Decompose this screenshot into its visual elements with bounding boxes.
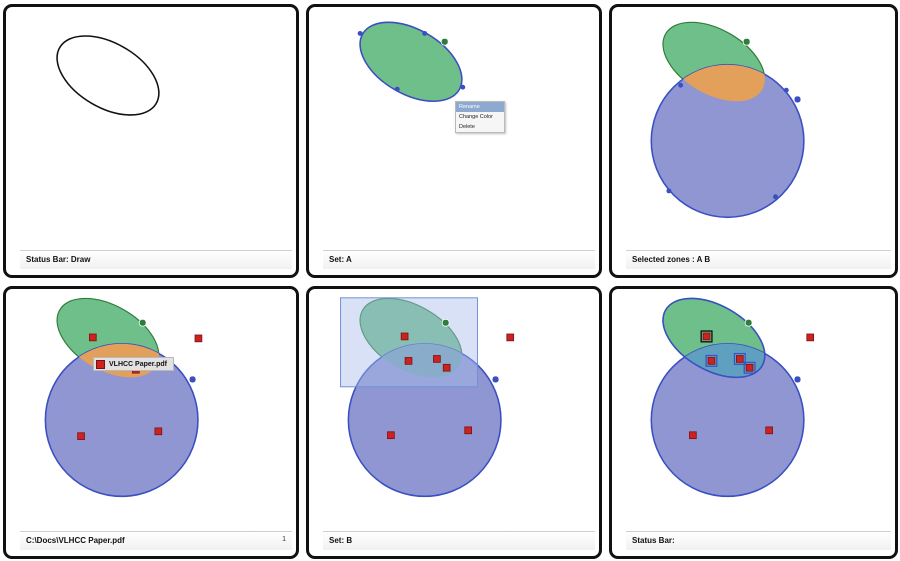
- resize-handle[interactable]: [783, 87, 789, 93]
- set-b-circle[interactable]: [347, 342, 502, 498]
- status-bar: C:\Docs\VLHCC Paper.pdf 1: [20, 531, 292, 550]
- context-menu: Rename Change Color Delete: [455, 101, 505, 133]
- menu-item-delete[interactable]: Delete: [459, 124, 475, 130]
- drawing-canvas[interactable]: [612, 289, 895, 556]
- selected-file-highlight: [733, 352, 746, 365]
- tooltip-filename: VLHCC Paper.pdf: [109, 360, 167, 368]
- drawing-canvas[interactable]: [612, 7, 895, 275]
- set-label-icon[interactable]: [742, 37, 751, 46]
- drawing-canvas[interactable]: [309, 289, 599, 556]
- pdf-file-icon[interactable]: [77, 432, 85, 441]
- pdf-file-icon[interactable]: [702, 332, 711, 341]
- status-text: C:\Docs\VLHCC Paper.pdf: [26, 536, 125, 545]
- status-text: Selected zones : A B: [632, 255, 711, 264]
- resize-handle[interactable]: [357, 30, 363, 36]
- panel-file-path: VLHCC Paper.pdf C:\Docs\VLHCC Paper.pdf …: [3, 286, 299, 559]
- panel-selected-files: Status Bar:: [609, 286, 898, 559]
- selected-file-highlight: [743, 361, 756, 374]
- pdf-file-icon[interactable]: [433, 355, 441, 363]
- resize-handle[interactable]: [666, 188, 672, 194]
- selected-file-highlight: [700, 330, 713, 343]
- pdf-file-icon[interactable]: [806, 333, 815, 342]
- drawing-canvas[interactable]: [309, 7, 599, 275]
- set-label-icon[interactable]: [793, 95, 802, 104]
- resize-handle[interactable]: [678, 82, 684, 88]
- status-bar: Set: B: [323, 531, 595, 550]
- drawing-canvas[interactable]: [6, 289, 296, 556]
- panel-draw: Status Bar: Draw: [3, 4, 299, 278]
- pdf-file-icon: [96, 359, 105, 369]
- status-text: Set: B: [329, 536, 353, 545]
- pdf-file-icon[interactable]: [194, 334, 203, 343]
- set-a-ellipse[interactable]: [347, 7, 476, 118]
- pdf-file-icon[interactable]: [745, 363, 754, 372]
- pdf-file-icon[interactable]: [442, 363, 451, 372]
- set-label-icon[interactable]: [491, 375, 500, 384]
- menu-item-change-color[interactable]: Change Color: [459, 114, 493, 120]
- status-bar: Status Bar: Draw: [20, 250, 292, 269]
- pdf-file-icon[interactable]: [88, 333, 97, 342]
- drawn-ellipse-outline[interactable]: [44, 20, 173, 132]
- status-bar: Selected zones : A B: [626, 250, 891, 269]
- pdf-file-icon[interactable]: [400, 332, 409, 341]
- pdf-file-icon[interactable]: [154, 427, 163, 436]
- resize-handle[interactable]: [422, 30, 428, 36]
- pdf-file-icon[interactable]: [735, 355, 744, 363]
- panel-set-b: Set: B: [306, 286, 602, 559]
- set-label-icon[interactable]: [440, 37, 449, 46]
- status-bar: Status Bar:: [626, 531, 891, 550]
- status-text: Status Bar:: [632, 536, 675, 545]
- selected-file-highlight: [705, 354, 718, 367]
- panel-selected-zones: Selected zones : A B: [609, 4, 898, 278]
- set-b-circle[interactable]: [650, 342, 805, 498]
- set-b-circle[interactable]: [44, 342, 199, 498]
- status-counter: 1: [282, 536, 286, 543]
- set-label-icon[interactable]: [188, 375, 197, 384]
- status-text: Status Bar: Draw: [26, 255, 91, 264]
- set-a-ellipse-outline: [662, 297, 766, 379]
- drawing-canvas[interactable]: [6, 7, 296, 275]
- resize-handle[interactable]: [773, 194, 778, 200]
- menu-item-rename[interactable]: Rename: [456, 102, 504, 112]
- set-label-icon[interactable]: [441, 318, 450, 327]
- pdf-file-icon[interactable]: [506, 333, 515, 342]
- resize-handle[interactable]: [394, 86, 400, 92]
- resize-handle[interactable]: [460, 84, 466, 90]
- file-tooltip: VLHCC Paper.pdf: [93, 357, 174, 371]
- pdf-file-icon[interactable]: [464, 426, 472, 435]
- panel-set-a: Rename Change Color Delete Set: A: [306, 4, 602, 278]
- set-label-icon[interactable]: [744, 318, 753, 327]
- status-text: Set: A: [329, 255, 352, 264]
- set-label-icon[interactable]: [138, 318, 147, 327]
- set-label-icon[interactable]: [793, 375, 802, 384]
- pdf-file-icon[interactable]: [404, 357, 413, 365]
- pdf-file-icon[interactable]: [689, 431, 697, 440]
- pdf-file-icon[interactable]: [387, 431, 395, 440]
- pdf-file-icon[interactable]: [707, 357, 716, 365]
- status-bar: Set: A: [323, 250, 595, 269]
- selection-rectangle[interactable]: [340, 297, 478, 388]
- pdf-file-icon[interactable]: [765, 426, 773, 435]
